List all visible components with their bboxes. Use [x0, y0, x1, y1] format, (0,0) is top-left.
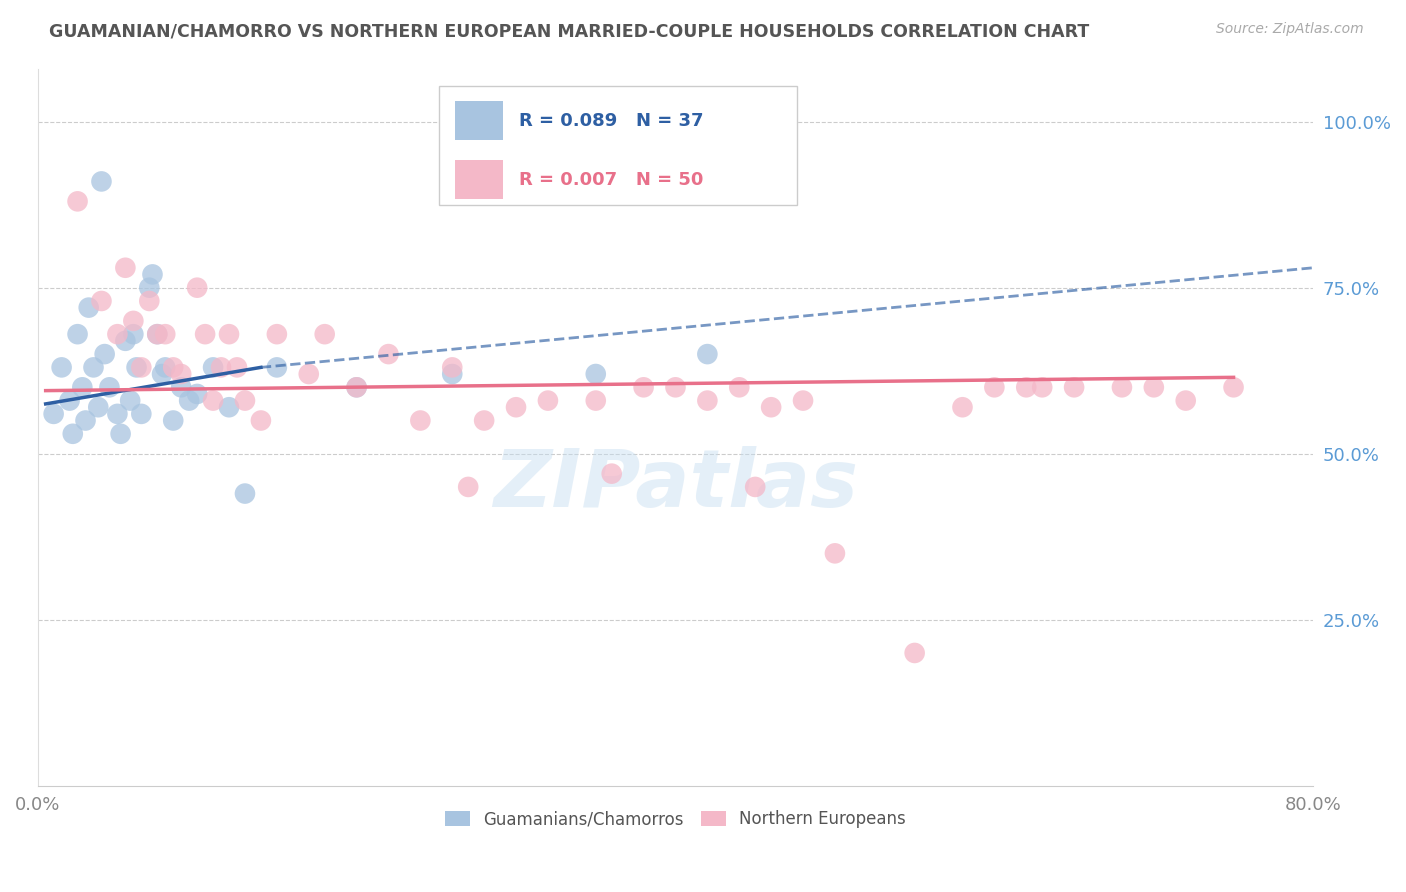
Point [155, 360, 177, 375]
Point [472, 413, 495, 427]
Legend: Guamanians/Chamorros, Northern Europeans: Guamanians/Chamorros, Northern Europeans [439, 804, 912, 835]
Point [298, 367, 321, 381]
Point [58, 393, 80, 408]
Text: GUAMANIAN/CHAMORRO VS NORTHERN EUROPEAN MARRIED-COUPLE HOUSEHOLDS CORRELATION CH: GUAMANIAN/CHAMORRO VS NORTHERN EUROPEAN … [49, 22, 1090, 40]
Point [131, 407, 153, 421]
Point [194, 327, 217, 342]
Point [409, 413, 432, 427]
FancyBboxPatch shape [440, 87, 797, 205]
Point [77, 301, 100, 315]
Point [114, 260, 136, 275]
Point [162, 413, 184, 427]
Point [98, 380, 121, 394]
Point [696, 347, 718, 361]
Point [202, 360, 225, 375]
Point [759, 401, 782, 415]
FancyBboxPatch shape [454, 160, 503, 199]
Point [209, 360, 232, 375]
Point [110, 426, 132, 441]
Point [131, 360, 153, 375]
Point [66, 194, 89, 209]
Text: R = 0.007   N = 50: R = 0.007 N = 50 [519, 170, 703, 189]
Point [122, 327, 145, 342]
Text: Source: ZipAtlas.com: Source: ZipAtlas.com [1216, 22, 1364, 37]
Point [107, 407, 129, 421]
Point [664, 380, 686, 394]
Point [125, 360, 148, 375]
Point [377, 347, 399, 361]
Point [728, 380, 751, 394]
Point [90, 293, 112, 308]
Point [138, 293, 160, 308]
Point [146, 327, 169, 342]
Point [1063, 380, 1085, 394]
Point [51, 360, 73, 375]
Point [62, 426, 84, 441]
Point [441, 367, 464, 381]
Point [505, 401, 527, 415]
Point [457, 480, 479, 494]
Point [87, 401, 110, 415]
Point [1111, 380, 1133, 394]
Point [66, 327, 89, 342]
Point [120, 393, 142, 408]
Point [162, 360, 184, 375]
Point [93, 347, 115, 361]
Point [537, 393, 560, 408]
Point [202, 393, 225, 408]
Point [585, 367, 607, 381]
Point [179, 393, 201, 408]
Point [250, 413, 273, 427]
Point [346, 380, 368, 394]
Point [82, 360, 104, 375]
Point [983, 380, 1005, 394]
Point [696, 393, 718, 408]
Point [744, 480, 766, 494]
Point [138, 281, 160, 295]
Point [600, 467, 623, 481]
Point [75, 413, 97, 427]
Point [266, 327, 288, 342]
Point [314, 327, 336, 342]
Point [585, 393, 607, 408]
Point [170, 367, 193, 381]
Point [146, 327, 169, 342]
Point [218, 327, 240, 342]
Point [72, 380, 94, 394]
Point [1143, 380, 1166, 394]
Point [141, 268, 163, 282]
Point [1174, 393, 1197, 408]
Point [107, 327, 129, 342]
Point [114, 334, 136, 348]
Point [122, 314, 145, 328]
Point [1015, 380, 1038, 394]
Point [441, 360, 464, 375]
Point [186, 387, 208, 401]
Point [226, 360, 249, 375]
Text: ZIPatlas: ZIPatlas [494, 445, 858, 524]
Text: R = 0.089   N = 37: R = 0.089 N = 37 [519, 112, 703, 130]
Point [952, 401, 974, 415]
Point [346, 380, 368, 394]
Point [233, 486, 256, 500]
Point [170, 380, 193, 394]
Point [233, 393, 256, 408]
FancyBboxPatch shape [454, 101, 503, 140]
Point [218, 401, 240, 415]
Point [904, 646, 927, 660]
Point [42, 407, 65, 421]
Point [1222, 380, 1244, 394]
Point [150, 367, 173, 381]
Point [824, 546, 846, 560]
Point [792, 393, 814, 408]
Point [633, 380, 655, 394]
Point [1031, 380, 1053, 394]
Point [155, 327, 177, 342]
Point [186, 281, 208, 295]
Point [90, 174, 112, 188]
Point [266, 360, 288, 375]
